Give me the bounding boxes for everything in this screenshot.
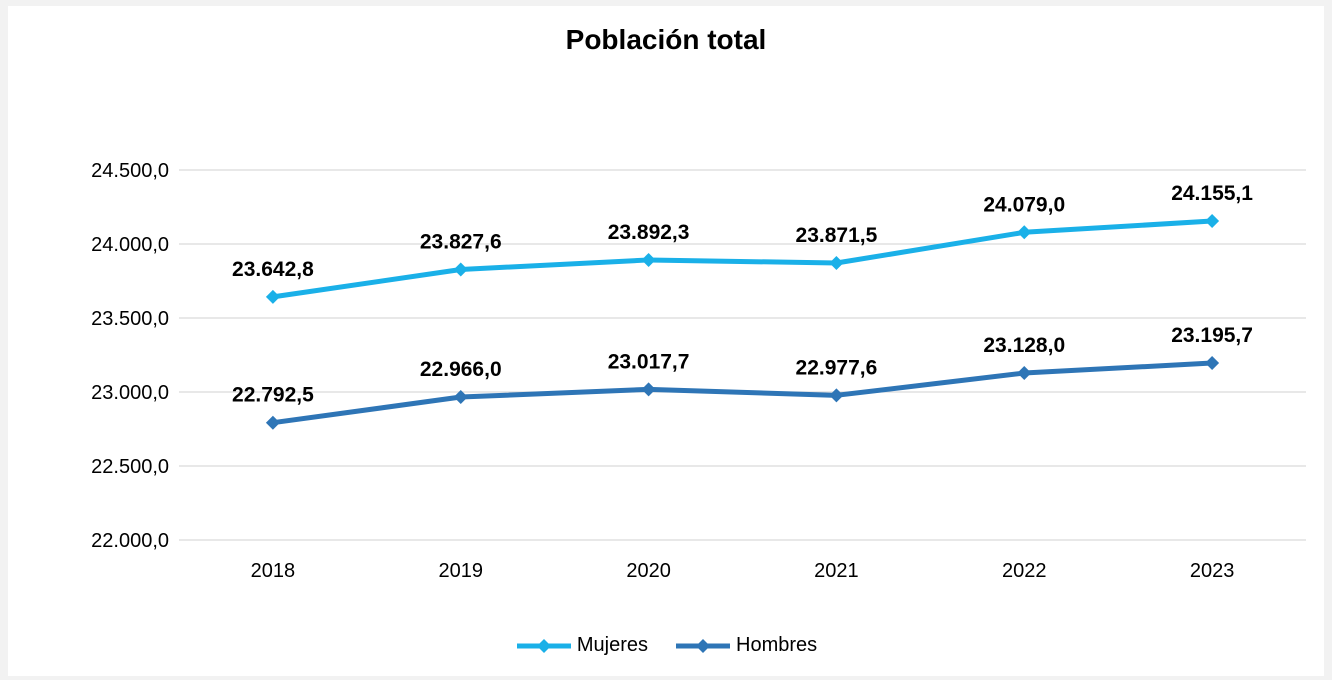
x-tick-label: 2023 [1190,560,1235,582]
data-label: 23.128,0 [983,334,1065,357]
data-label: 24.155,1 [1171,182,1253,205]
y-tick-label: 23.000,0 [91,382,169,404]
data-point [265,415,280,430]
data-point [453,262,468,277]
data-label: 23.642,8 [232,258,314,281]
legend-marker-icon [516,638,571,653]
y-tick-label: 22.500,0 [91,456,169,478]
y-tick-label: 24.000,0 [91,234,169,256]
x-tick-label: 2021 [814,560,859,582]
x-tick-label: 2022 [1002,560,1047,582]
data-point [453,390,468,405]
x-tick-label: 2018 [251,560,296,582]
chart-title: Población total [565,24,767,55]
data-label: 23.827,6 [420,231,502,254]
data-label: 24.079,0 [983,193,1065,216]
legend-item-hombres: Hombres [674,634,817,657]
series-line-hombres [270,360,1215,426]
legend: Mujeres Hombres [8,634,1324,657]
data-point [1205,214,1220,229]
data-point [641,252,656,267]
legend-item-mujeres: Mujeres [515,634,648,657]
y-tick-label: 23.500,0 [91,308,169,330]
data-point [829,388,844,403]
x-tick-label: 2020 [626,560,671,582]
data-label: 22.977,6 [796,356,878,379]
data-point [1017,366,1032,381]
data-label: 22.792,5 [232,384,314,407]
legend-label: Hombres [736,634,818,656]
data-label: 22.966,0 [420,358,502,381]
data-label: 23.892,3 [608,221,690,244]
x-tick-label: 2019 [439,560,484,582]
legend-label: Mujeres [576,634,648,656]
data-point [265,289,280,304]
data-label: 23.871,5 [796,224,878,247]
data-label: 23.195,7 [1171,324,1253,347]
y-tick-label: 24.500,0 [91,160,169,182]
chart-plot: 22.000,0 22.500,0 23.000,0 23.500,0 24.000,0… [91,160,1306,582]
data-label: 23.017,7 [608,350,690,373]
y-tick-label: 22.000,0 [91,530,169,552]
data-point [641,382,656,397]
legend-marker-icon [676,638,730,653]
data-point [1017,225,1032,240]
series-line-mujeres [270,218,1215,300]
chart-frame: Población total 22.000,0 22.500,0 23.000,0… [8,6,1324,676]
data-point [1205,356,1220,371]
data-point [829,256,844,271]
